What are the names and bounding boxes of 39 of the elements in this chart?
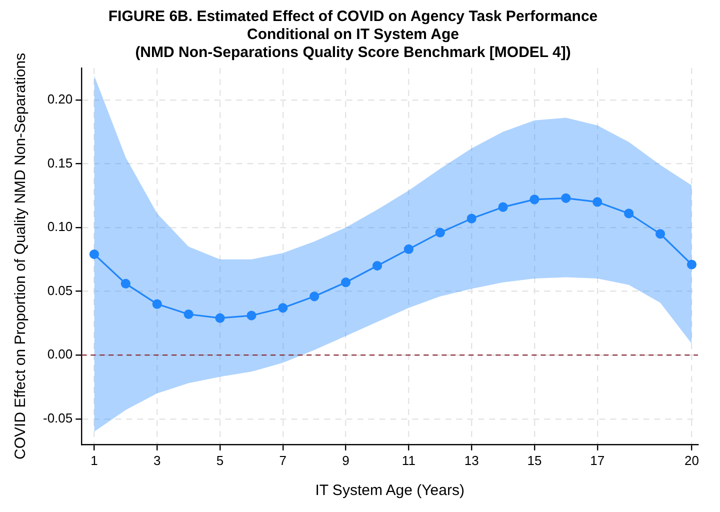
x-tick-label: 11	[402, 452, 416, 468]
x-tick-label: 9	[342, 452, 350, 468]
y-tick-label: -0.05	[42, 410, 73, 426]
y-tick-label: 0.20	[47, 91, 73, 106]
point	[404, 244, 414, 254]
y-tick-label: 0.00	[47, 346, 73, 362]
x-tick-label: 15	[527, 452, 542, 468]
y-tick-label: 0.15	[47, 155, 73, 170]
x-tick-label: 13	[464, 452, 479, 468]
point	[624, 208, 634, 218]
point	[530, 194, 540, 204]
point	[184, 309, 194, 320]
point	[466, 214, 476, 224]
x-tick-label: 1	[90, 452, 98, 468]
point	[592, 197, 602, 207]
y-tick-label: 0.10	[47, 219, 73, 234]
chart-title: FIGURE 6B. Estimated Effect of COVID on Agency Task Performance Conditional on IT System Age (NMD Non-Separations Quality Score Benchmark [MODEL 4])	[108, 8, 598, 62]
x-tick-label: 7	[279, 452, 287, 468]
x-axis-title: IT System Age (Years)	[315, 482, 464, 500]
point	[310, 292, 320, 302]
point	[561, 193, 571, 203]
x-tick-label: 17	[590, 452, 605, 468]
point	[246, 310, 256, 320]
point	[498, 202, 508, 212]
point	[152, 299, 162, 309]
y-tick-label: 0.05	[47, 282, 73, 298]
point	[120, 278, 130, 288]
x-tick-label: 3	[153, 452, 161, 468]
y-axis-title: COVID Effect on Proportion of Quality NMD Non-Separations	[12, 52, 30, 460]
point	[655, 229, 666, 239]
point	[686, 260, 697, 270]
point	[340, 278, 351, 288]
point	[278, 303, 288, 313]
point	[89, 249, 100, 260]
point	[435, 228, 445, 238]
point	[372, 260, 382, 271]
x-tick-label: 5	[216, 452, 224, 468]
x-tick-label: 20	[684, 452, 699, 468]
point	[215, 313, 225, 323]
